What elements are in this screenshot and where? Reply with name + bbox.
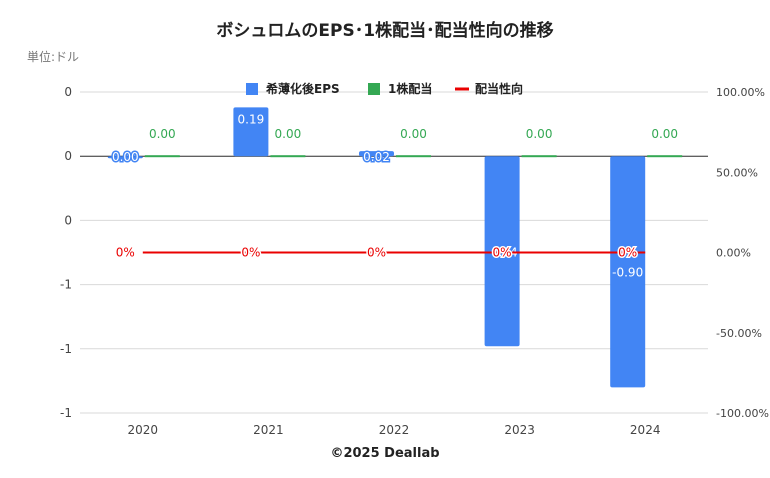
copyright-footer: ©2025 Deallab	[330, 446, 440, 461]
dividend-data-label: 0.00	[400, 127, 427, 141]
dividend-bar	[270, 155, 306, 158]
left-tick-label: 0	[64, 213, 72, 227]
eps-bar	[484, 156, 520, 347]
right-tick-label: -100.00%	[716, 407, 769, 420]
right-tick-label: 0.00%	[716, 247, 751, 260]
eps-data-label: 0.02	[363, 150, 390, 164]
chart-title: ボシュロムのEPS･1株配当･配当性向の推移	[216, 21, 554, 41]
legend-label: 1株配当	[388, 81, 432, 96]
dividend-data-label: 0.00	[275, 127, 302, 141]
legend-label: 希薄化後EPS	[265, 81, 340, 96]
eps-data-label: -0.90	[612, 266, 643, 280]
legend-swatch	[246, 83, 258, 95]
payout-data-label: 0%	[493, 246, 512, 260]
dividend-bar	[396, 155, 431, 158]
dividend-data-label: 0.00	[149, 127, 176, 141]
payout-data-label: 0%	[116, 246, 135, 260]
eps-bar	[233, 107, 269, 157]
right-tick-label: 50.00%	[716, 166, 758, 179]
dividend-data-label: 0.00	[526, 127, 553, 141]
x-tick-label: 2023	[504, 423, 535, 437]
x-tick-label: 2020	[128, 423, 159, 437]
left-tick-label: 0	[64, 85, 72, 99]
right-tick-label: -50.00%	[716, 327, 762, 340]
eps-bar	[610, 156, 646, 388]
x-tick-label: 2021	[253, 423, 284, 437]
left-tick-label: 0	[64, 149, 72, 163]
eps-bar	[359, 151, 394, 157]
legend-swatch	[368, 83, 380, 95]
dividend-data-label: 0.00	[651, 127, 678, 141]
left-tick-label: -1	[60, 342, 72, 356]
eps-data-label: 0.00	[112, 150, 139, 164]
payout-data-label: 0%	[367, 246, 386, 260]
x-tick-label: 2024	[630, 423, 661, 437]
unit-label: 単位:ドル	[27, 50, 80, 64]
right-tick-label: 100.00%	[716, 86, 765, 99]
legend-label: 配当性向	[475, 81, 523, 96]
x-tick-label: 2022	[379, 423, 410, 437]
left-tick-label: -1	[60, 278, 72, 292]
eps-data-label: 0.19	[238, 112, 265, 126]
eps-bar	[107, 156, 143, 159]
left-tick-label: -1	[60, 406, 72, 420]
payout-data-label: 0%	[618, 246, 637, 260]
dividend-bar	[647, 155, 683, 158]
dividend-bar	[144, 155, 180, 158]
dividend-bar	[521, 155, 557, 158]
payout-data-label: 0%	[241, 246, 260, 260]
